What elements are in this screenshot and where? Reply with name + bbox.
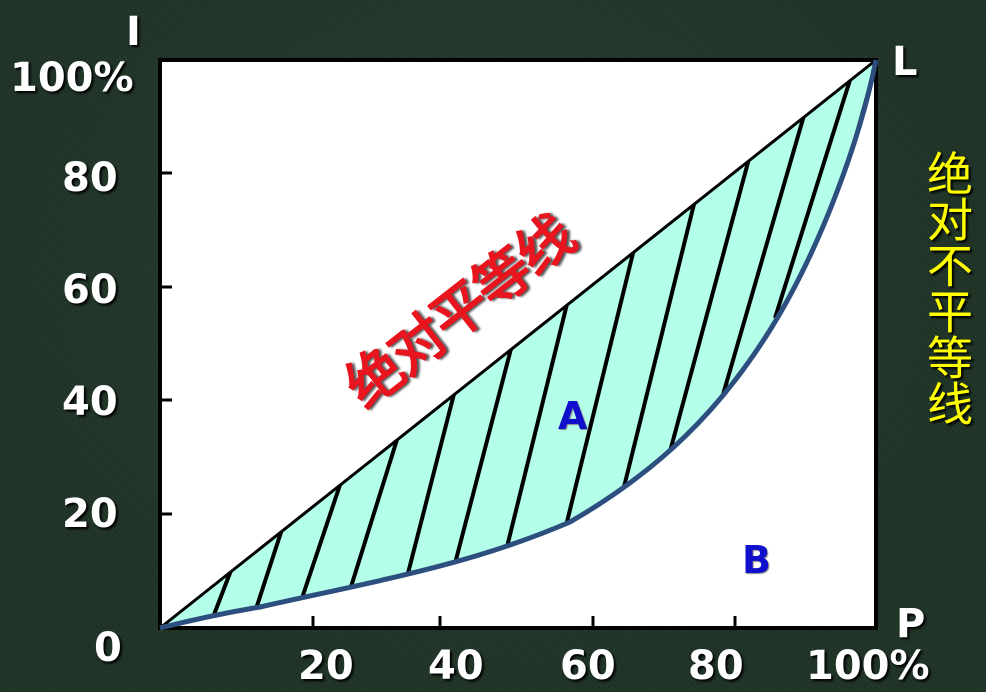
area-b-label: B [742,538,771,582]
x-tick-label: 40 [428,643,484,689]
x-tick-label: 60 [560,643,616,689]
lorenz-curve [159,59,879,631]
y-axis-ticks [160,171,172,516]
corner-label-l: L [892,39,918,85]
y-tick-label: 100% [10,55,134,101]
y-tick-label: 60 [62,267,118,313]
equality-line [159,58,877,630]
inequality-line-label: 绝对不平等线 [920,150,974,426]
y-tick-label: 80 [62,155,118,201]
origin-label: 0 [94,625,122,671]
y-tick-label: 20 [62,491,118,537]
x-tick-label: 80 [688,643,744,689]
y-axis-label: I [126,9,141,55]
x-tick-label: 20 [298,643,354,689]
y-tick-label: 40 [62,379,118,425]
area-a-label: A [558,394,588,438]
x-tick-label: 100% [806,643,930,689]
x-axis-label: P [896,601,926,647]
x-axis-ticks [311,616,737,628]
